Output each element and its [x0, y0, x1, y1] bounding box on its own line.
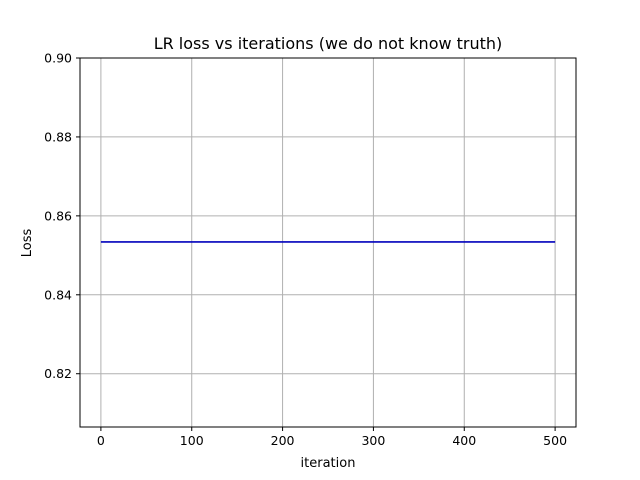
x-tick-label: 0 — [97, 433, 105, 448]
y-tick-label: 0.86 — [44, 208, 72, 223]
y-tick-label: 0.88 — [44, 129, 72, 144]
y-axis: 0.82 0.84 0.86 0.88 0.90 — [44, 51, 80, 381]
x-tick-label: 300 — [361, 433, 385, 448]
y-tick-label: 0.82 — [44, 366, 72, 381]
x-tick-label: 400 — [452, 433, 476, 448]
y-axis-label: Loss — [20, 229, 35, 258]
y-tick-label: 0.90 — [44, 51, 72, 66]
x-tick-label: 200 — [271, 433, 295, 448]
x-tick-label: 500 — [543, 433, 567, 448]
chart-title: LR loss vs iterations (we do not know tr… — [154, 34, 503, 53]
x-axis-label: iteration — [301, 456, 356, 471]
x-axis: 0 100 200 300 400 500 — [97, 427, 567, 448]
x-tick-label: 100 — [180, 433, 204, 448]
y-tick-label: 0.84 — [44, 287, 72, 302]
plot-frame — [79, 57, 577, 428]
